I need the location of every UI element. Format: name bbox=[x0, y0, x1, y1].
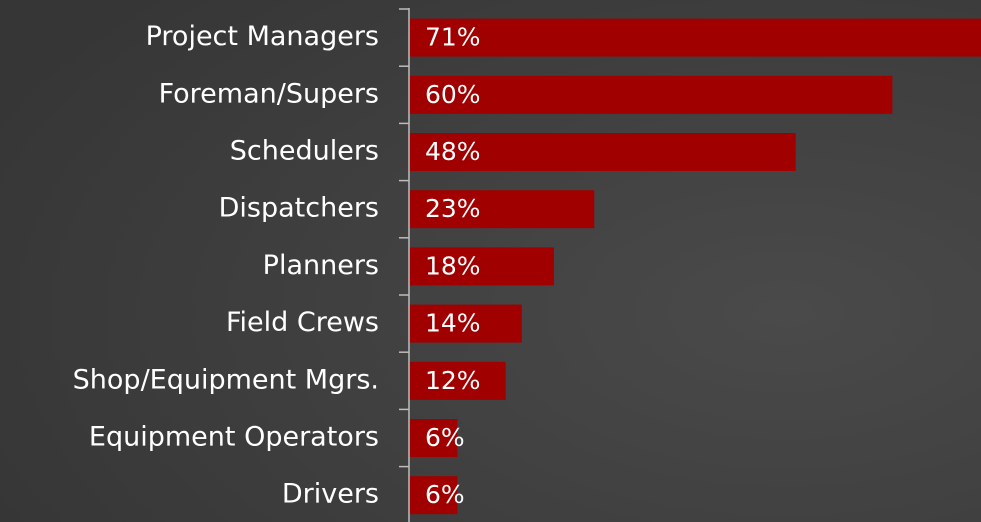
category-label: Drivers bbox=[282, 479, 379, 510]
bar bbox=[409, 247, 555, 286]
value-label: 6% bbox=[425, 423, 465, 452]
bar bbox=[409, 304, 522, 343]
value-label: 48% bbox=[425, 137, 481, 166]
bar bbox=[409, 419, 458, 457]
bar bbox=[409, 18, 981, 57]
bar bbox=[409, 476, 458, 515]
category-label: Dispatchers bbox=[219, 193, 379, 224]
bar bbox=[409, 190, 595, 229]
value-label: 23% bbox=[425, 194, 481, 223]
value-label: 14% bbox=[425, 309, 481, 338]
category-label: Project Managers bbox=[146, 21, 379, 52]
value-label: 18% bbox=[425, 251, 481, 280]
category-label: Planners bbox=[263, 250, 379, 281]
bar bbox=[409, 133, 796, 171]
value-label: 60% bbox=[425, 80, 481, 109]
value-label: 71% bbox=[425, 23, 481, 52]
bar bbox=[409, 361, 506, 400]
bar bbox=[409, 75, 893, 114]
category-label: Foreman/Supers bbox=[159, 78, 379, 109]
category-label: Shop/Equipment Mgrs. bbox=[73, 364, 379, 395]
category-label: Field Crews bbox=[226, 307, 379, 338]
value-label: 6% bbox=[425, 480, 465, 509]
category-label: Schedulers bbox=[230, 136, 379, 167]
value-label: 12% bbox=[425, 366, 481, 395]
category-label: Equipment Operators bbox=[89, 422, 379, 453]
